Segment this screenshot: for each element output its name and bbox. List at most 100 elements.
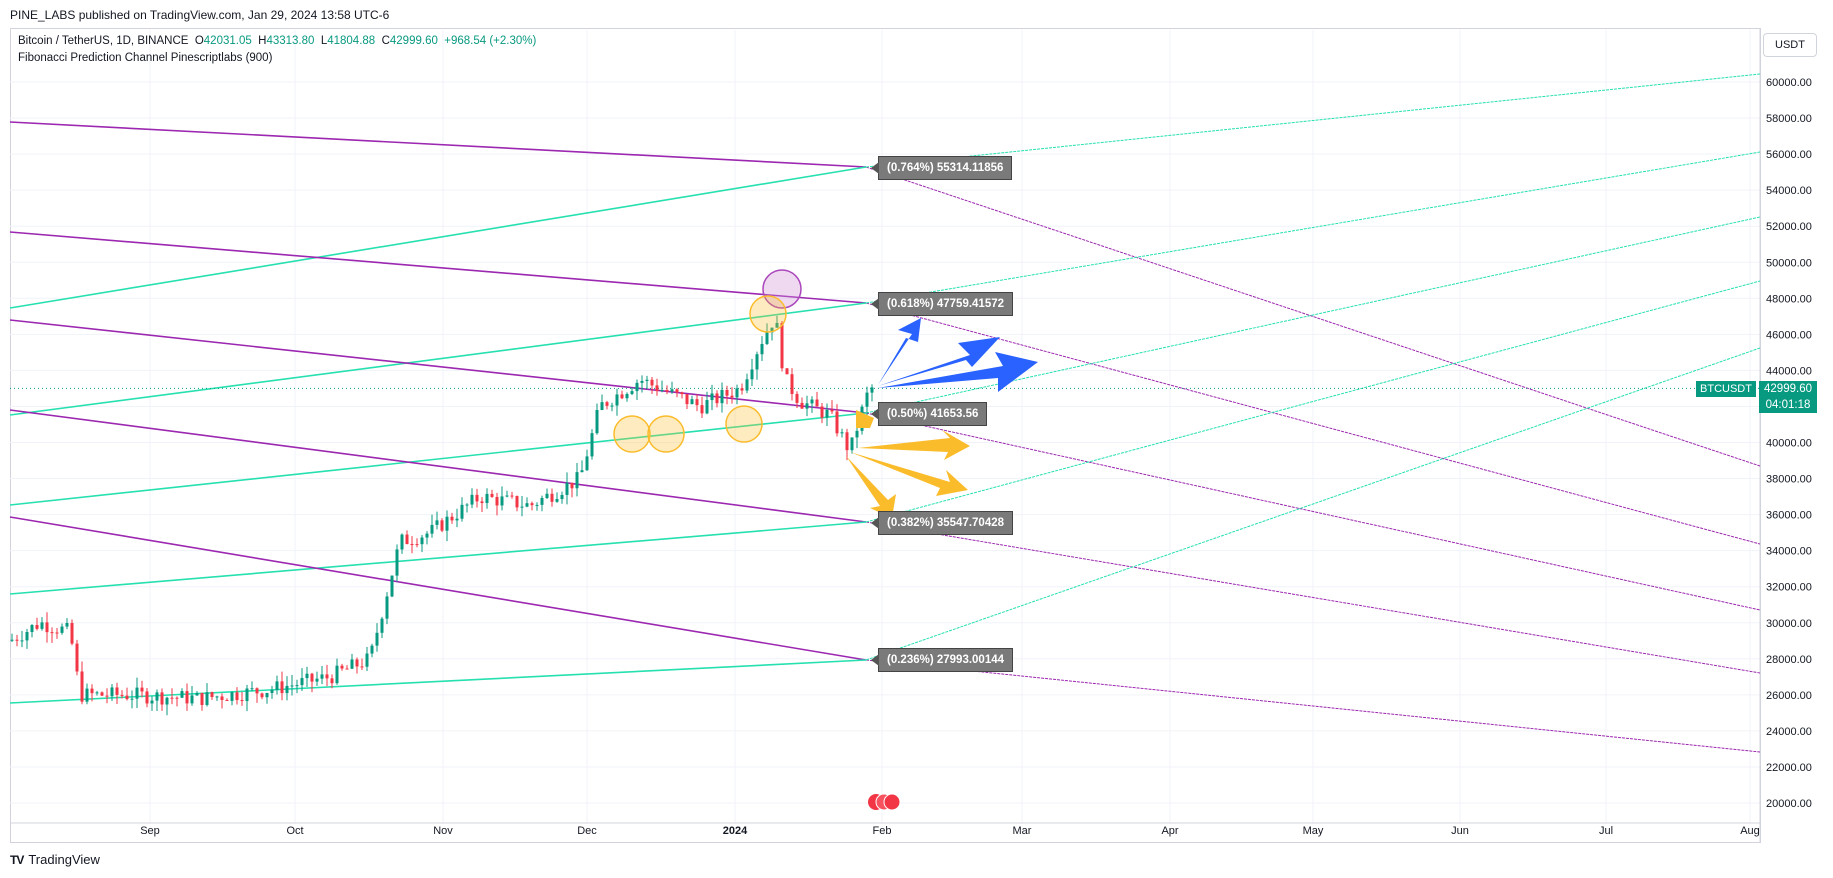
candle-body <box>135 687 139 699</box>
candle-body <box>30 625 34 633</box>
fib-projection-purple-line <box>865 302 1761 545</box>
candle-body <box>130 698 134 700</box>
fib-channel-purple-line <box>9 409 867 523</box>
candle-body <box>25 632 29 641</box>
ohlc-low-label: L <box>320 35 328 47</box>
candle-body <box>475 494 479 502</box>
candle-body <box>45 622 49 633</box>
price-axis-label: 56000.00 <box>1766 149 1812 161</box>
candle-body <box>435 520 439 525</box>
price-axis-label: 20000.00 <box>1766 798 1812 810</box>
candle-body <box>75 643 79 672</box>
fib-projection-mint-line <box>865 151 1761 304</box>
candle-body <box>380 618 384 633</box>
fib-projection-mint-line <box>865 347 1761 661</box>
bar-countdown: 04:01:18 <box>1765 399 1811 411</box>
fib-projection-purple-line <box>865 412 1761 611</box>
candle-body <box>685 394 689 405</box>
candle-body <box>745 379 749 391</box>
candle-body <box>150 700 154 704</box>
candle-body <box>705 400 709 414</box>
candle-body <box>605 402 609 406</box>
candle-body <box>390 575 394 597</box>
candle-body <box>655 385 659 392</box>
candle-body <box>835 411 839 434</box>
candle-body <box>660 389 664 392</box>
currency-button[interactable]: USDT <box>1763 33 1817 57</box>
candle-body <box>250 688 254 690</box>
candle-body <box>700 405 704 414</box>
fib-channel-mint-line <box>9 412 867 506</box>
price-axis-label: 60000.00 <box>1766 77 1812 89</box>
candle-body <box>55 632 59 634</box>
candle-body <box>550 493 554 502</box>
tradingview-logo[interactable]: TV TradingView <box>10 852 100 867</box>
candle-body <box>10 639 14 641</box>
candle-body <box>480 501 484 504</box>
price-axis-label: 52000.00 <box>1766 221 1812 233</box>
candle-body <box>110 687 114 697</box>
candle-body <box>715 393 719 404</box>
price-axis-label: 48000.00 <box>1766 293 1812 305</box>
symbol-legend[interactable]: Bitcoin / TetherUS, 1D, BINANCE O42031.0… <box>18 35 536 47</box>
symbol-title[interactable]: Bitcoin / TetherUS, 1D, BINANCE <box>18 35 189 47</box>
price-axis-label: 26000.00 <box>1766 690 1812 702</box>
candle-body <box>755 354 759 370</box>
candle-body <box>145 691 149 704</box>
ohlc-high: 43313.80 <box>266 35 315 47</box>
candle-body <box>710 393 714 401</box>
candle-body <box>240 700 244 702</box>
ohlc-close-label: C <box>381 35 390 47</box>
fib-channel-mint-line <box>9 659 867 704</box>
candle-body <box>295 685 299 687</box>
candle-body <box>195 692 199 696</box>
candle-body <box>810 399 814 404</box>
fib-projection-mint-line <box>865 73 1761 168</box>
candle-body <box>780 322 784 369</box>
time-axis-label: Nov <box>433 825 453 837</box>
candle-body <box>415 544 419 546</box>
time-axis-label: Apr <box>1161 825 1178 837</box>
candle-body <box>565 482 569 495</box>
tradingview-logo-icon: TV <box>10 852 24 867</box>
candle-body <box>320 674 324 679</box>
candle-body <box>630 391 634 394</box>
candle-body <box>185 691 189 704</box>
candle-body <box>125 695 129 700</box>
candle-body <box>305 673 309 679</box>
candle-body <box>720 389 724 404</box>
ohlc-open: 42031.05 <box>203 35 252 47</box>
candle-body <box>500 496 504 506</box>
candle-body <box>310 673 314 682</box>
indicator-legend[interactable]: Fibonacci Prediction Channel Pinescriptl… <box>18 52 273 64</box>
candle-body <box>570 482 574 489</box>
candle-body <box>490 493 494 497</box>
fib-label-0764: (0.764%) 55314.11856 <box>870 156 1013 180</box>
candle-body <box>580 470 584 473</box>
candle-body <box>600 402 604 410</box>
price-axis-label: 22000.00 <box>1766 762 1812 774</box>
candle-body <box>365 653 369 667</box>
time-axis-label: 2024 <box>723 825 748 837</box>
candle-body <box>870 387 874 393</box>
price-axis-label: 50000.00 <box>1766 257 1812 269</box>
candle-body <box>140 687 144 692</box>
candle-body <box>530 503 534 506</box>
candle-body <box>665 389 669 392</box>
candle-body <box>840 432 844 434</box>
orange-arrow-southeast <box>850 452 968 496</box>
fib-channel-mint-line <box>9 166 867 309</box>
candle-body <box>610 405 614 407</box>
candle-body <box>420 537 424 545</box>
candle-body <box>395 549 399 576</box>
candle-body <box>335 665 339 684</box>
candle-body <box>635 382 639 392</box>
candle-body <box>220 696 224 700</box>
fib-channel-purple-line <box>9 516 867 661</box>
candle-body <box>650 379 654 386</box>
candle-body <box>260 693 264 698</box>
price-axis-label: 24000.00 <box>1766 726 1812 738</box>
candle-body <box>450 516 454 521</box>
